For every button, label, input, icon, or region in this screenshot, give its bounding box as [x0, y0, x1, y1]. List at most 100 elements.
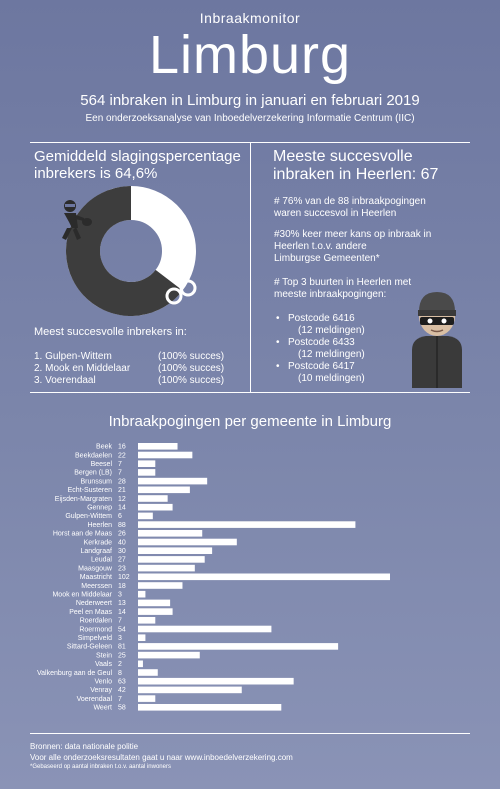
more-info-link[interactable]: Voor alle onderzoeksresultaten gaat u na…: [30, 753, 293, 762]
bar-category-label: Beesel: [91, 461, 113, 468]
bar-value-label: 30: [118, 548, 126, 555]
bar-value-label: 14: [118, 505, 126, 512]
bottom-divider: [30, 733, 470, 734]
heerlen-title-1: Meeste succesvolle: [273, 148, 413, 165]
bar-value-label: 42: [118, 687, 126, 694]
bar-value-label: 25: [118, 652, 126, 659]
bar-value-label: 23: [118, 565, 126, 572]
center-divider: [250, 142, 251, 392]
bar: [138, 469, 156, 476]
page-title: Limburg: [148, 25, 352, 85]
bullet-icon: •: [276, 337, 280, 348]
bar-category-label: Nederweert: [76, 600, 112, 607]
bar: [138, 651, 200, 659]
bar: [138, 582, 183, 589]
bar-category-label: Stein: [96, 652, 112, 659]
headline: 564 inbraken in Limburg in januari en fe…: [80, 92, 420, 109]
bar: [138, 660, 143, 668]
top3-code: Postcode 6417: [288, 361, 355, 372]
donut-filled-segment: [66, 186, 183, 316]
bar: [138, 634, 146, 641]
bar-category-label: Roerdalen: [80, 618, 112, 625]
bar: [138, 643, 339, 650]
avg-success-title-1: Gemiddeld slagingspercentage: [34, 148, 241, 165]
fact-2-line-3: Limburgse Gemeenten*: [274, 253, 380, 264]
bar-value-label: 26: [118, 531, 126, 538]
bar-value-label: 16: [118, 444, 126, 451]
bar-value-label: 3: [118, 635, 122, 642]
bar: [138, 704, 282, 711]
footer-sources: Bronnen: data nationale politie Voor all…: [30, 741, 293, 763]
bar-category-label: Heerlen: [87, 522, 112, 529]
bar-value-label: 3: [118, 592, 122, 599]
top3-count: (12 meldingen): [298, 349, 365, 360]
bar: [138, 477, 208, 485]
bar-value-label: 2: [118, 661, 122, 668]
bar-value-label: 21: [118, 487, 126, 494]
bar-value-label: 7: [118, 470, 122, 477]
bar-value-label: 13: [118, 600, 126, 607]
bar-value-label: 54: [118, 626, 126, 633]
bar-value-label: 63: [118, 679, 126, 686]
fact-1-line-1: # 76% van de 88 inbraakpogingen: [274, 196, 426, 207]
bar-category-label: Maastricht: [80, 574, 112, 581]
top3-code: Postcode 6416: [288, 313, 355, 324]
burglar-icon: [62, 200, 92, 240]
heerlen-title-2: inbraken in Heerlen: 67: [273, 166, 439, 183]
bar: [138, 451, 193, 459]
bar-value-label: 12: [118, 496, 126, 503]
bar-category-label: Gulpen-Wittem: [65, 513, 112, 520]
bar: [138, 512, 153, 520]
success-list-name: 1. Gulpen-Wittem: [34, 351, 112, 362]
bar: [138, 686, 242, 694]
bar-category-label: Maasgouw: [78, 565, 113, 572]
bar-value-label: 6: [118, 513, 122, 520]
middle-divider: [30, 392, 470, 393]
bar-category-label: Vaals: [95, 661, 112, 668]
chart-title: Inbraakpogingen per gemeente in Limburg: [108, 413, 392, 430]
bar-value-label: 27: [118, 557, 126, 564]
fact-2-line-1: #30% keer meer kans op inbraak in: [274, 229, 432, 240]
bar: [138, 503, 173, 511]
bar-value-label: 88: [118, 522, 126, 529]
bar-category-label: Eijsden-Margraten: [55, 496, 112, 503]
bar-category-label: Beekdaelen: [75, 452, 112, 459]
subheadline: Een onderzoeksanalyse van Inboedelverzek…: [85, 113, 415, 124]
bar-category-label: Bergen (LB): [74, 470, 112, 477]
top3-code: Postcode 6433: [288, 337, 355, 348]
bar-category-label: Voerendaal: [77, 696, 113, 703]
bar-category-label: Sittard-Geleen: [67, 644, 112, 651]
bar: [138, 530, 203, 537]
bar-category-label: Landgraaf: [80, 548, 112, 555]
bar: [138, 625, 272, 633]
bar-category-label: Valkenburg aan de Geul: [37, 670, 112, 677]
fact-1-line-2: waren succesvol in Heerlen: [274, 208, 397, 219]
bar-category-label: Mook en Middelaar: [52, 592, 112, 599]
bar-value-label: 22: [118, 452, 126, 459]
bar-value-label: 58: [118, 705, 126, 712]
bar-category-label: Horst aan de Maas: [53, 531, 113, 538]
bar-value-label: 102: [118, 574, 130, 581]
bar: [138, 677, 294, 685]
bar-category-label: Meerssen: [81, 583, 112, 590]
bar-value-label: 7: [118, 461, 122, 468]
bar-category-label: Venray: [90, 687, 112, 694]
bar-value-label: 8: [118, 670, 122, 677]
bar: [138, 599, 171, 607]
bar-category-label: Brunssum: [80, 478, 112, 485]
bar: [138, 564, 195, 572]
success-list-value: (100% succes): [158, 351, 225, 362]
bar-value-label: 40: [118, 539, 126, 546]
kicker: Inbraakmonitor: [199, 10, 301, 26]
bar-category-label: Simpelveld: [78, 635, 112, 642]
bar: [138, 608, 173, 615]
avg-success-title-2: inbrekers is 64,6%: [34, 165, 158, 182]
bar: [138, 556, 205, 563]
bar-value-label: 14: [118, 609, 126, 616]
bar: [138, 695, 156, 702]
top3-count: (10 meldingen): [298, 373, 365, 384]
bar-value-label: 18: [118, 583, 126, 590]
bar-category-label: Peel en Maas: [69, 609, 112, 616]
success-list-name: 3. Voerendaal: [34, 375, 96, 386]
success-list-value: (100% succes): [158, 363, 225, 374]
